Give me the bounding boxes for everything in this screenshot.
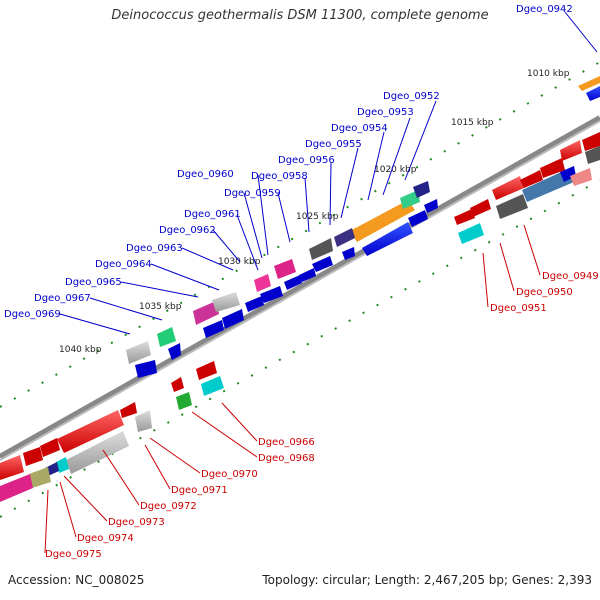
gene-label-dgeo-0966: Dgeo_0966 [258,437,315,448]
gene-label-dgeo-0954: Dgeo_0954 [331,123,388,134]
gene-label-dgeo-0961: Dgeo_0961 [184,209,241,220]
gene-label-dgeo-0953: Dgeo_0953 [357,107,414,118]
scale-ring-outer [0,61,600,408]
gene-label-dgeo-0964: Dgeo_0964 [95,259,152,270]
gene-label-dgeo-0965: Dgeo_0965 [65,277,122,288]
gene-label-dgeo-0973: Dgeo_0973 [108,517,165,528]
gene-label-dgeo-0970: Dgeo_0970 [201,469,258,480]
gene-label-dgeo-0972: Dgeo_0972 [140,501,197,512]
gene-label-dgeo-0962: Dgeo_0962 [159,225,216,236]
gene-label-dgeo-0952: Dgeo_0952 [383,91,440,102]
reverse-leader-lines [44,224,541,554]
gene-label-dgeo-0950: Dgeo_0950 [516,287,573,298]
backbone [0,115,600,461]
gene-label-dgeo-0971: Dgeo_0971 [171,485,228,496]
tick-label-1030: 1030 kbp [218,257,261,267]
gene-label-dgeo-0958: Dgeo_0958 [251,171,308,182]
tick-label-1040: 1040 kbp [59,345,102,355]
gene-label-dgeo-0969: Dgeo_0969 [4,309,61,320]
gene-label-dgeo-0974: Dgeo_0974 [77,533,134,544]
tick-label-1010: 1010 kbp [527,69,570,79]
tick-label-1035: 1035 kbp [139,302,182,312]
gene-label-dgeo-0959: Dgeo_0959 [224,188,281,199]
gene-label-dgeo-0956: Dgeo_0956 [278,155,335,166]
tick-label-1015: 1015 kbp [451,118,494,128]
gene-label-dgeo-0942: Dgeo_0942 [516,4,573,15]
map-title: Deinococcus geothermalis DSM 11300, comp… [111,8,489,23]
gene-label-dgeo-0963: Dgeo_0963 [126,243,183,254]
tick-label-1020: 1020 kbp [374,165,417,175]
gene-label-dgeo-0975: Dgeo_0975 [45,549,102,560]
gene-label-dgeo-0951: Dgeo_0951 [490,303,547,314]
gene-label-dgeo-0955: Dgeo_0955 [305,139,362,150]
accession-label: Accession: NC_008025 [8,573,145,587]
genome-summary: Topology: circular; Length: 2,467,205 bp… [262,573,592,587]
forward-leader-lines [59,11,598,335]
gene-label-dgeo-0968: Dgeo_0968 [258,453,315,464]
tick-label-1025: 1025 kbp [296,212,339,222]
reverse-strand-genes [0,132,600,502]
gene-label-dgeo-0949: Dgeo_0949 [542,271,599,282]
forward-strand-genes [126,76,600,378]
gene-label-dgeo-0960: Dgeo_0960 [177,169,234,180]
gene-label-dgeo-0967: Dgeo_0967 [34,293,91,304]
